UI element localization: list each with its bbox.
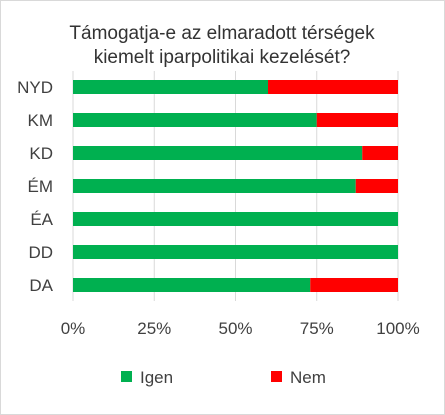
legend-swatch [121,371,132,382]
bar-igen-nyd [73,80,268,94]
bar-igen-éa [73,212,398,226]
category-label: NYD [17,78,53,97]
bar-igen-km [73,113,317,127]
chart-title: Támogatja-e az elmaradott térségek kieme… [69,23,375,68]
x-tick-labels: 0% 25% 50% 75% 100% [61,319,420,338]
legend-label: Igen [140,368,173,387]
x-tick-label: 75% [300,319,334,338]
bar-nem-nyd [268,80,398,94]
category-label: ÉA [30,210,53,229]
bar-nem-kd [362,146,398,160]
chart-title-line-1: Támogatja-e az elmaradott térségek [69,23,375,44]
chart-title-line-2: kiemelt iparpolitikai kezelését? [94,47,351,68]
category-labels: NYD KM KD ÉM ÉA DD DA [17,78,54,295]
bars [73,80,398,292]
category-label: KM [28,111,54,130]
bar-nem-da [310,278,398,292]
category-label: DD [28,243,53,262]
legend-label: Nem [290,368,326,387]
bar-igen-kd [73,146,363,160]
x-tick-label: 0% [61,319,86,338]
bar-igen-da [73,278,311,292]
bar-nem-ém [355,179,398,193]
legend-item-nem: Nem [271,368,326,387]
category-label: ÉM [28,177,54,196]
bar-nem-km [316,113,398,127]
legend-item-igen: Igen [121,368,173,387]
category-label: DA [29,276,53,295]
x-tick-label: 100% [376,319,419,338]
x-tick-label: 50% [218,319,252,338]
bar-igen-dd [73,245,398,259]
category-label: KD [29,144,53,163]
legend: Igen Nem [121,368,326,387]
x-tick-label: 25% [137,319,171,338]
legend-swatch [271,371,282,382]
bar-igen-ém [73,179,356,193]
